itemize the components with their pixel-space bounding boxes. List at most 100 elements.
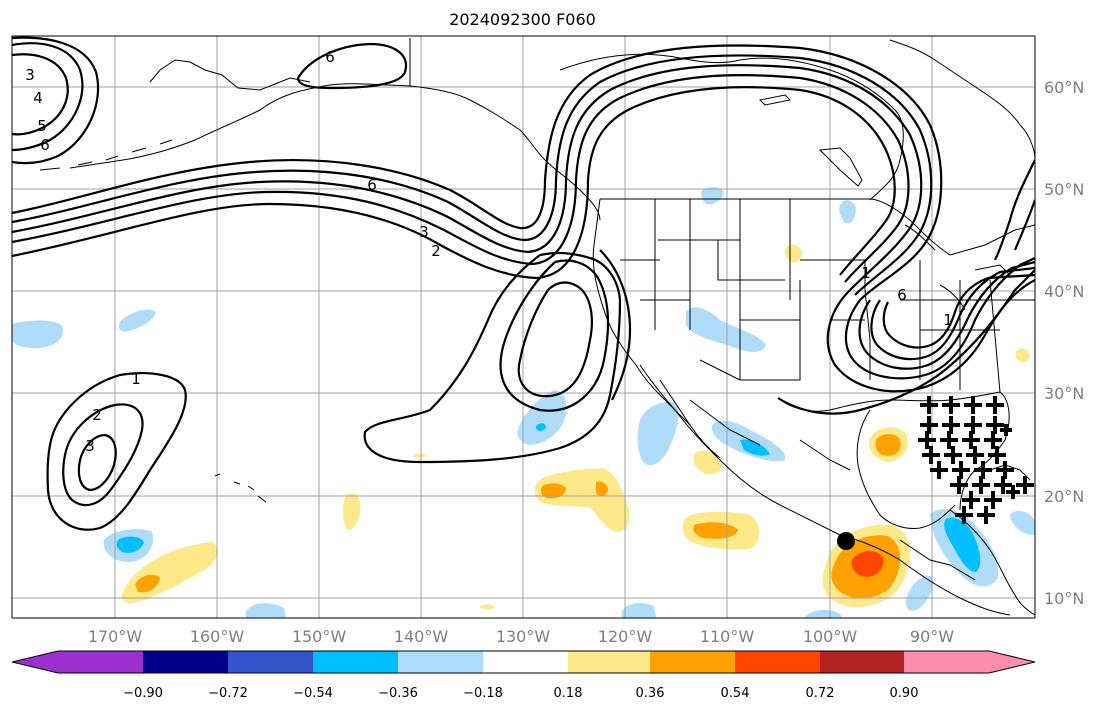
mexico-borders [689, 399, 976, 581]
positive-anomaly-region [540, 483, 566, 499]
positive-anomaly-region [342, 493, 361, 530]
contour-label: 6 [325, 48, 335, 66]
colorbar-segment [650, 651, 735, 673]
negative-anomaly-region [804, 609, 842, 618]
contour-line [12, 64, 923, 291]
lon-label: 150°W [292, 627, 347, 646]
contour-line [499, 259, 610, 412]
us-canada-border [600, 198, 1035, 256]
contour-label: 5 [37, 117, 47, 135]
lon-label: 120°W [598, 627, 653, 646]
contour-label: 6 [897, 286, 907, 304]
contour-line [12, 42, 84, 152]
hawaii-islands [214, 473, 267, 503]
colorbar-tick-label: 0.72 [806, 686, 835, 701]
colorbar-tick-label: −0.18 [463, 686, 503, 701]
contour-label: 2 [92, 406, 102, 424]
contour-line [599, 249, 632, 401]
negative-anomaly-region [839, 200, 856, 224]
colorbar-segment [228, 651, 313, 673]
colorbar-max-extend [989, 651, 1035, 673]
colorbar-segment [398, 651, 483, 673]
positive-anomaly-region [693, 450, 723, 475]
hatch-marks [918, 396, 1034, 524]
colorbar-tick-label: −0.72 [208, 686, 248, 701]
map-title: 2024092300 F060 [449, 10, 596, 29]
contour-label: 1 [861, 264, 871, 282]
contour-line [12, 53, 69, 136]
negative-anomaly-region [686, 307, 766, 352]
negative-anomaly-region [637, 401, 679, 466]
negative-anomaly-region [517, 390, 567, 445]
negative-anomaly-region [701, 187, 724, 205]
lat-label: 40°N [1044, 282, 1084, 301]
colorbar-segment [904, 651, 989, 673]
negative-anomaly-region [116, 536, 144, 553]
longitude-labels: 170°W 160°W 150°W 140°W 130°W 120°W 110°… [88, 627, 954, 646]
colorbar-tick-label: 0.36 [636, 686, 665, 701]
canada-coast [559, 39, 1035, 201]
colorbar-min-extend [12, 651, 58, 673]
contour-line [12, 85, 896, 280]
contour-label: 3 [25, 66, 35, 84]
contour-line [882, 273, 1035, 349]
latitude-labels: 60°N 50°N 40°N 30°N 20°N 10°N [1044, 78, 1084, 608]
central-america-coast [949, 464, 1035, 616]
lon-label: 160°W [190, 627, 245, 646]
negative-anomaly-region [905, 575, 934, 611]
colorbar-tick-label: −0.54 [293, 686, 333, 701]
negative-anomaly-region [246, 603, 286, 618]
contour-line [1013, 199, 1035, 251]
negative-anomaly-region [536, 423, 546, 431]
lon-label: 110°W [700, 627, 755, 646]
lat-label: 20°N [1044, 487, 1084, 506]
contour-line [12, 36, 100, 165]
lon-label: 100°W [803, 627, 858, 646]
lon-label: 140°W [394, 627, 449, 646]
contour-line [77, 433, 117, 492]
alaska-coast [69, 38, 601, 221]
lat-label: 50°N [1044, 180, 1084, 199]
contour-label: 1 [131, 370, 141, 388]
contour-line [870, 266, 1035, 361]
colorbar-tick-label: 0.18 [554, 686, 583, 701]
contour-labels: 6 3 4 5 6 6 3 2 1 2 3 1 6 1 [25, 48, 953, 455]
contour-label: 6 [40, 136, 50, 154]
contour-line [12, 44, 943, 301]
map-frame [11, 35, 1036, 619]
colorbar-segment [568, 651, 650, 673]
negative-anomaly-region [944, 517, 981, 572]
mexico-pacific-coast [639, 364, 1011, 616]
positive-anomaly-region [851, 551, 884, 577]
contour-line [858, 260, 1035, 370]
coastlines [39, 38, 1035, 616]
colorbar-segment [483, 651, 568, 673]
contour-label: 3 [85, 437, 95, 455]
contour-line [296, 42, 408, 90]
positive-anomaly-region [135, 574, 160, 593]
lon-label: 170°W [88, 627, 143, 646]
contour-label: 1 [943, 311, 953, 329]
colorbar-segment [820, 651, 904, 673]
map-panel: 6 3 4 5 6 6 3 2 1 2 3 1 6 1 [12, 36, 1035, 618]
negative-anomaly-region [622, 603, 656, 618]
positive-anomaly-region [875, 434, 901, 456]
contour-label: 2 [431, 242, 441, 260]
negative-anomaly-region [12, 320, 64, 349]
contour-label: 6 [367, 176, 377, 194]
contour-lines [12, 36, 1035, 531]
colorbar: −0.90 −0.72 −0.54 −0.36 −0.18 0.18 0.36 … [11, 650, 1036, 701]
contour-line [994, 159, 1035, 261]
contour-line [363, 251, 622, 464]
negative-anomaly-region [1010, 510, 1035, 536]
contour-line [517, 281, 593, 398]
us-west-coast [592, 198, 691, 426]
contour-line [12, 54, 933, 296]
colorbar-tick-label: 0.54 [721, 686, 750, 701]
colorbar-segment [313, 651, 398, 673]
contour-line [12, 74, 910, 283]
colorbar-segment [143, 651, 228, 673]
contour-line [62, 403, 144, 507]
contour-line [46, 372, 187, 531]
positive-anomaly-region [1016, 348, 1030, 363]
